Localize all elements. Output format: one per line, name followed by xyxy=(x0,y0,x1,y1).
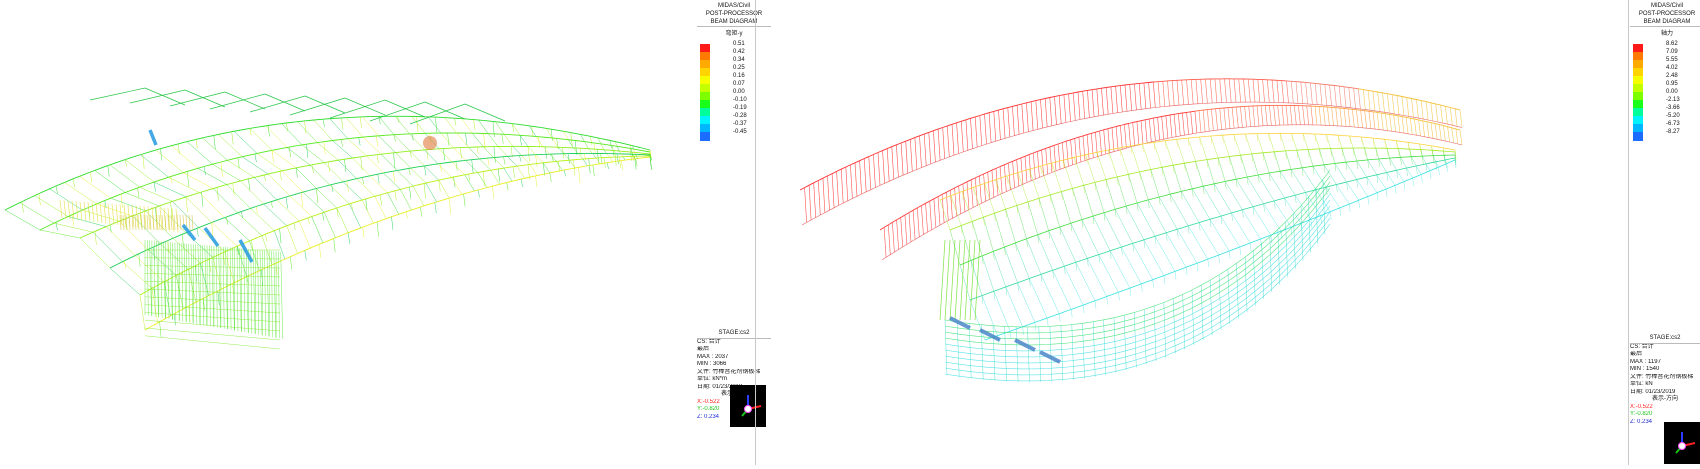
right-scale-swatch xyxy=(1633,132,1643,141)
right-min-label: MIN : 1540 xyxy=(1630,366,1700,374)
right-scale-value: 8.62 xyxy=(1666,40,1700,48)
right-unit-label: 单位: kN xyxy=(1630,381,1700,389)
left-file-label: 文件: 竹棒音花剂钢板梯 xyxy=(697,369,771,377)
right-scale-value: 5.55 xyxy=(1666,56,1700,64)
right-panel-divider xyxy=(1628,0,1629,465)
left-scale-swatch xyxy=(700,132,710,141)
left-stage-label: STAGE:cs2 xyxy=(697,330,771,339)
left-viewport[interactable]: MIDAS/Civil POST-PROCESSOR BEAM DIAGRAM … xyxy=(0,0,760,465)
left-legend-title: POST-PROCESSOR xyxy=(697,10,771,18)
right-scale-value: -5.20 xyxy=(1666,112,1700,120)
left-scale-value: -0.45 xyxy=(733,128,771,136)
right-date-label: 日期: 01/23/2019 xyxy=(1630,389,1700,397)
left-panel-divider xyxy=(755,0,756,465)
right-legend-header: MIDAS/Civil POST-PROCESSOR BEAM DIAGRAM xyxy=(1630,2,1700,27)
left-unit-label: 单位: kN*m xyxy=(697,376,771,384)
right-scale-value: 0.00 xyxy=(1666,88,1700,96)
right-scale-value: -2.13 xyxy=(1666,96,1700,104)
left-cs-label: CS: 合计 xyxy=(697,339,771,347)
right-legend-panel: MIDAS/Civil POST-PROCESSOR BEAM DIAGRAM … xyxy=(1630,2,1700,148)
right-x-direction: X:-0.522 xyxy=(1630,404,1700,412)
left-scale-value: -0.19 xyxy=(733,104,771,112)
left-scale-value: 0.07 xyxy=(733,80,771,88)
left-scale-value: -0.37 xyxy=(733,120,771,128)
right-scale-value: -8.27 xyxy=(1666,128,1700,136)
right-scale-value: -6.73 xyxy=(1666,120,1700,128)
left-legend-header: MIDAS/Civil POST-PROCESSOR BEAM DIAGRAM xyxy=(697,2,771,27)
left-beam-diagram-model[interactable] xyxy=(0,0,755,465)
right-scale-value: 7.09 xyxy=(1666,48,1700,56)
right-cs-label: CS: 合计 xyxy=(1630,344,1700,352)
left-legend-component: 弯矩-y xyxy=(697,30,771,38)
right-viewport[interactable]: MIDAS/Civil POST-PROCESSOR BEAM DIAGRAM … xyxy=(770,0,1630,465)
right-info-panel: STAGE:cs2 CS: 合计 最后 MAX : 1197 MIN : 154… xyxy=(1630,335,1700,426)
left-axis-triad-icon xyxy=(730,385,766,427)
left-scale-value: 0.34 xyxy=(733,56,771,64)
left-min-label: MIN : 3066 xyxy=(697,361,771,369)
right-legend-program: MIDAS/Civil xyxy=(1630,2,1700,10)
right-extra-label: 最后 xyxy=(1630,351,1700,359)
left-legend-program: MIDAS/Civil xyxy=(697,2,771,10)
left-max-label: MAX : 2037 xyxy=(697,354,771,362)
right-scale-value: 4.02 xyxy=(1666,64,1700,72)
left-scale-value: 0.42 xyxy=(733,48,771,56)
right-y-direction: Y:-0.820 xyxy=(1630,411,1700,419)
left-scale-value: -0.28 xyxy=(733,112,771,120)
left-legend-diagram: BEAM DIAGRAM xyxy=(697,18,771,26)
left-scale-value: 0.00 xyxy=(733,88,771,96)
right-legend-diagram: BEAM DIAGRAM xyxy=(1630,18,1700,26)
left-scale-value: 0.51 xyxy=(733,40,771,48)
right-legend-component: 轴力 xyxy=(1630,30,1700,38)
left-scale-value: 0.16 xyxy=(733,72,771,80)
right-scale-value: 0.95 xyxy=(1666,80,1700,88)
left-scale-value: -0.10 xyxy=(733,96,771,104)
right-scale-value: -3.66 xyxy=(1666,104,1700,112)
left-legend-panel: MIDAS/Civil POST-PROCESSOR BEAM DIAGRAM … xyxy=(697,2,771,148)
right-max-label: MAX : 1197 xyxy=(1630,359,1700,367)
left-scale-value: 0.25 xyxy=(733,64,771,72)
right-legend-title: POST-PROCESSOR xyxy=(1630,10,1700,18)
right-axis-triad-icon xyxy=(1664,422,1700,464)
right-beam-diagram-model[interactable] xyxy=(770,0,1630,465)
right-file-label: 文件: 竹棒音花剂钢板梯 xyxy=(1630,374,1700,382)
right-scale-value: 2.48 xyxy=(1666,72,1700,80)
right-stage-label: STAGE:cs2 xyxy=(1630,335,1700,344)
left-extra-label: 最后 xyxy=(697,346,771,354)
right-direction-label: 表示-方向 xyxy=(1630,396,1700,404)
